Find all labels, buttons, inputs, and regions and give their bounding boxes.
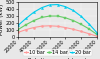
Legend: 10 bar, 14 bar, 20 bar: 10 bar, 14 bar, 20 bar	[23, 49, 92, 56]
10 bar	[49, 25, 50, 26]
10 bar	[33, 27, 34, 28]
14 bar	[81, 24, 82, 25]
10 bar	[73, 29, 74, 30]
10 bar	[96, 36, 98, 37]
10 bar	[81, 31, 82, 32]
14 bar	[65, 17, 66, 18]
Y-axis label: Power (kW): Power (kW)	[0, 4, 4, 35]
14 bar	[25, 24, 26, 25]
X-axis label: Rotation speed (rpm): Rotation speed (rpm)	[28, 58, 87, 59]
10 bar	[88, 33, 90, 34]
14 bar	[73, 20, 74, 21]
20 bar	[25, 18, 26, 19]
20 bar	[17, 25, 19, 26]
20 bar	[65, 6, 66, 7]
10 bar	[17, 32, 19, 33]
20 bar	[81, 16, 82, 17]
20 bar	[41, 7, 42, 8]
20 bar	[33, 12, 34, 13]
14 bar	[17, 29, 19, 30]
14 bar	[41, 17, 42, 18]
Line: 20 bar: 20 bar	[17, 4, 98, 34]
10 bar	[65, 27, 66, 28]
14 bar	[96, 34, 98, 35]
20 bar	[96, 32, 98, 33]
Line: 10 bar: 10 bar	[17, 25, 98, 37]
14 bar	[33, 20, 34, 21]
Line: 14 bar: 14 bar	[17, 15, 98, 36]
10 bar	[57, 26, 58, 27]
20 bar	[73, 10, 74, 11]
20 bar	[57, 4, 58, 5]
10 bar	[25, 29, 26, 30]
